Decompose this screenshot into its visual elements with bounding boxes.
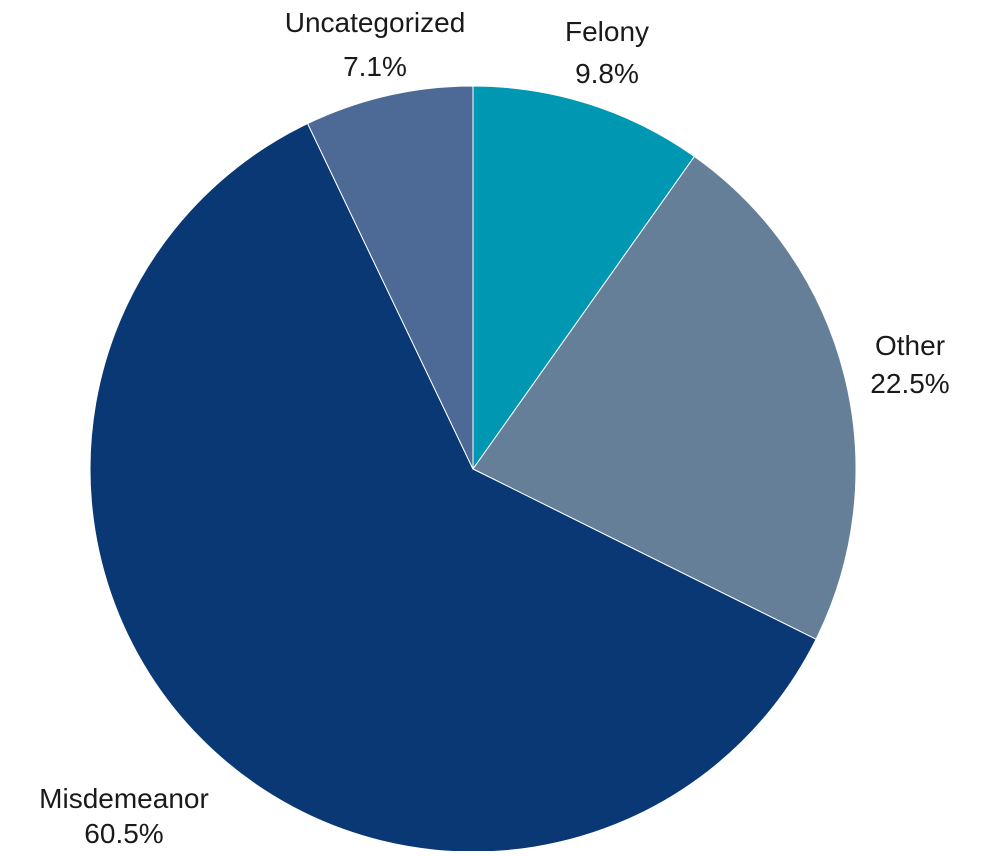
pie-slice-uncategorized	[306, 85, 474, 470]
pie-slice-misdemeanor	[89, 122, 817, 853]
slices-layer	[89, 85, 857, 853]
slice-value-label-other: 22.5%	[870, 368, 949, 399]
pie-slice-felony	[472, 85, 696, 471]
slice-value-label-uncategorized: 7.1%	[343, 51, 407, 82]
slice-label-uncategorized: Uncategorized	[285, 7, 466, 38]
labels-layer: Felony 9.8% Other 22.5% Misdemeanor 60.5% Unca…	[39, 7, 950, 849]
pie-slice-other	[472, 155, 857, 640]
slice-label-other: Other	[875, 330, 945, 361]
slice-value-label-misdemeanor: 60.5%	[84, 818, 163, 849]
slice-label-misdemeanor: Misdemeanor	[39, 783, 209, 814]
slice-label-felony: Felony	[565, 16, 649, 47]
slice-value-label-felony: 9.8%	[575, 58, 639, 89]
